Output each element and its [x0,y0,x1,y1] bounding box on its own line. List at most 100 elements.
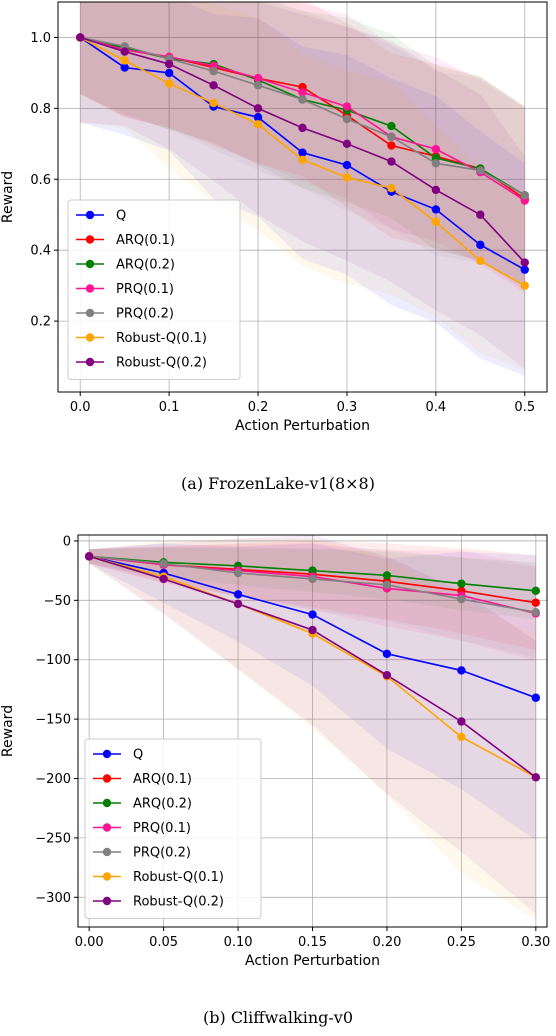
point-3-5 [298,88,307,97]
caption-cliffwalking: (b) Cliffwalking-v0 [203,1008,353,1027]
band-0 [89,543,536,841]
point-4-3 [209,66,218,76]
legend-label-4: PRQ(0.2) [116,307,174,322]
x-tick-label-3: 0.3 [337,400,358,415]
x-tick-label-2: 0.2 [248,400,269,415]
point-6-6 [342,139,352,149]
point-6-7 [387,157,396,166]
point-6-6 [531,773,541,782]
legend-label-5: Robust-Q(0.1) [116,331,207,346]
legend-marker-0 [85,210,95,220]
point-6-0 [76,33,85,42]
point-0-4 [253,113,263,122]
chart-frozenlake: 0.0 0.1 0.2 0.3 0.4 0.5 0.2 0.4 0.6 0.8 1.0 Action … [0,1,548,434]
legend-label-6: Robust-Q(0.2) [133,895,224,910]
y-tick-label-0: 0 [63,534,71,549]
x-tick-label-1: 0.05 [149,935,178,950]
band-2 [80,2,525,284]
point-6-3 [308,625,317,635]
y-tick-label-1: −50 [44,594,71,609]
legend-label-5: Robust-Q(0.1) [133,870,224,885]
legend: Q ARQ(0.1) ARQ(0.2) PRQ(0.1) PRQ(0.2) Robust-… [67,199,241,380]
legend: Q ARQ(0.1) ARQ(0.2) PRQ(0.1) PRQ(0.2) Robust-… [84,738,262,919]
point-1-6 [531,598,541,607]
point-0-6 [342,160,352,170]
point-4-5 [298,95,307,104]
y-tick-label-1: 0.4 [30,244,51,259]
legend-marker-6 [102,896,112,906]
legend-marker-6 [85,357,95,367]
point-0-5 [457,666,466,675]
band-4 [89,546,536,658]
series-lines [84,552,541,782]
point-5-7 [387,183,396,193]
legend-label-1: ARQ(0.1) [116,233,175,248]
point-5-8 [431,217,441,227]
point-0-10 [520,265,529,274]
point-6-3 [209,81,218,90]
point-0-2 [233,590,243,599]
point-3-6 [342,102,352,111]
x-tick-label-5: 0.25 [447,935,476,950]
point-0-8 [431,205,441,214]
point-6-5 [457,717,466,726]
point-4-6 [531,608,541,617]
legend-marker-4 [102,847,112,857]
y-tick-label-0: 0.2 [30,315,51,330]
point-0-2 [164,68,174,78]
point-2-6 [531,586,541,596]
legend-label-6: Robust-Q(0.2) [116,356,207,371]
point-0-4 [382,649,392,658]
point-6-0 [84,552,94,561]
band-4 [80,2,525,284]
point-6-2 [164,59,174,69]
point-2-7 [387,121,396,131]
legend-box [84,738,262,919]
legend-marker-5 [102,872,112,881]
point-4-6 [342,114,352,124]
x-tick-label-1: 0.1 [159,400,180,415]
point-4-1 [159,559,168,568]
x-tick-label-5: 0.5 [514,400,535,415]
y-tick-label-5: −250 [35,831,71,846]
point-2-3 [308,566,317,575]
point-5-4 [253,120,263,129]
legend-marker-3 [85,284,95,293]
y-axis-label: Reward [0,171,16,223]
x-tick-label-3: 0.15 [298,935,327,950]
point-5-10 [520,281,529,290]
y-axis-label: Reward [0,705,16,757]
band-6 [89,535,536,914]
legend-box [67,199,241,380]
y-tick-label-3: 0.8 [30,102,51,117]
legend-marker-3 [102,823,112,832]
point-5-3 [209,98,218,108]
point-6-1 [120,47,129,56]
point-6-8 [431,185,441,195]
band-0 [80,2,525,377]
legend-label-1: ARQ(0.1) [133,772,192,787]
legend-marker-5 [85,333,95,342]
point-4-5 [457,594,466,604]
legend-marker-1 [85,235,95,244]
legend-marker-2 [102,798,112,808]
y-tick-label-3: −150 [35,713,71,728]
point-0-1 [120,63,129,72]
point-5-5 [457,732,466,742]
point-6-9 [476,210,485,219]
x-tick-label-0: 0.00 [75,935,104,950]
point-4-8 [431,159,441,168]
band-5 [89,538,536,920]
legend-label-3: PRQ(0.1) [116,282,174,297]
x-tick-label-4: 0.20 [372,935,401,950]
point-2-5 [457,579,466,588]
point-4-7 [387,132,396,141]
point-5-5 [298,155,307,164]
axes-frame [57,1,548,393]
band-3 [89,543,536,661]
x-axis-label: Action Perturbation [245,953,380,969]
legend-label-4: PRQ(0.2) [133,846,191,861]
point-2-4 [382,571,392,580]
point-5-1 [120,56,129,65]
point-6-5 [298,123,307,133]
